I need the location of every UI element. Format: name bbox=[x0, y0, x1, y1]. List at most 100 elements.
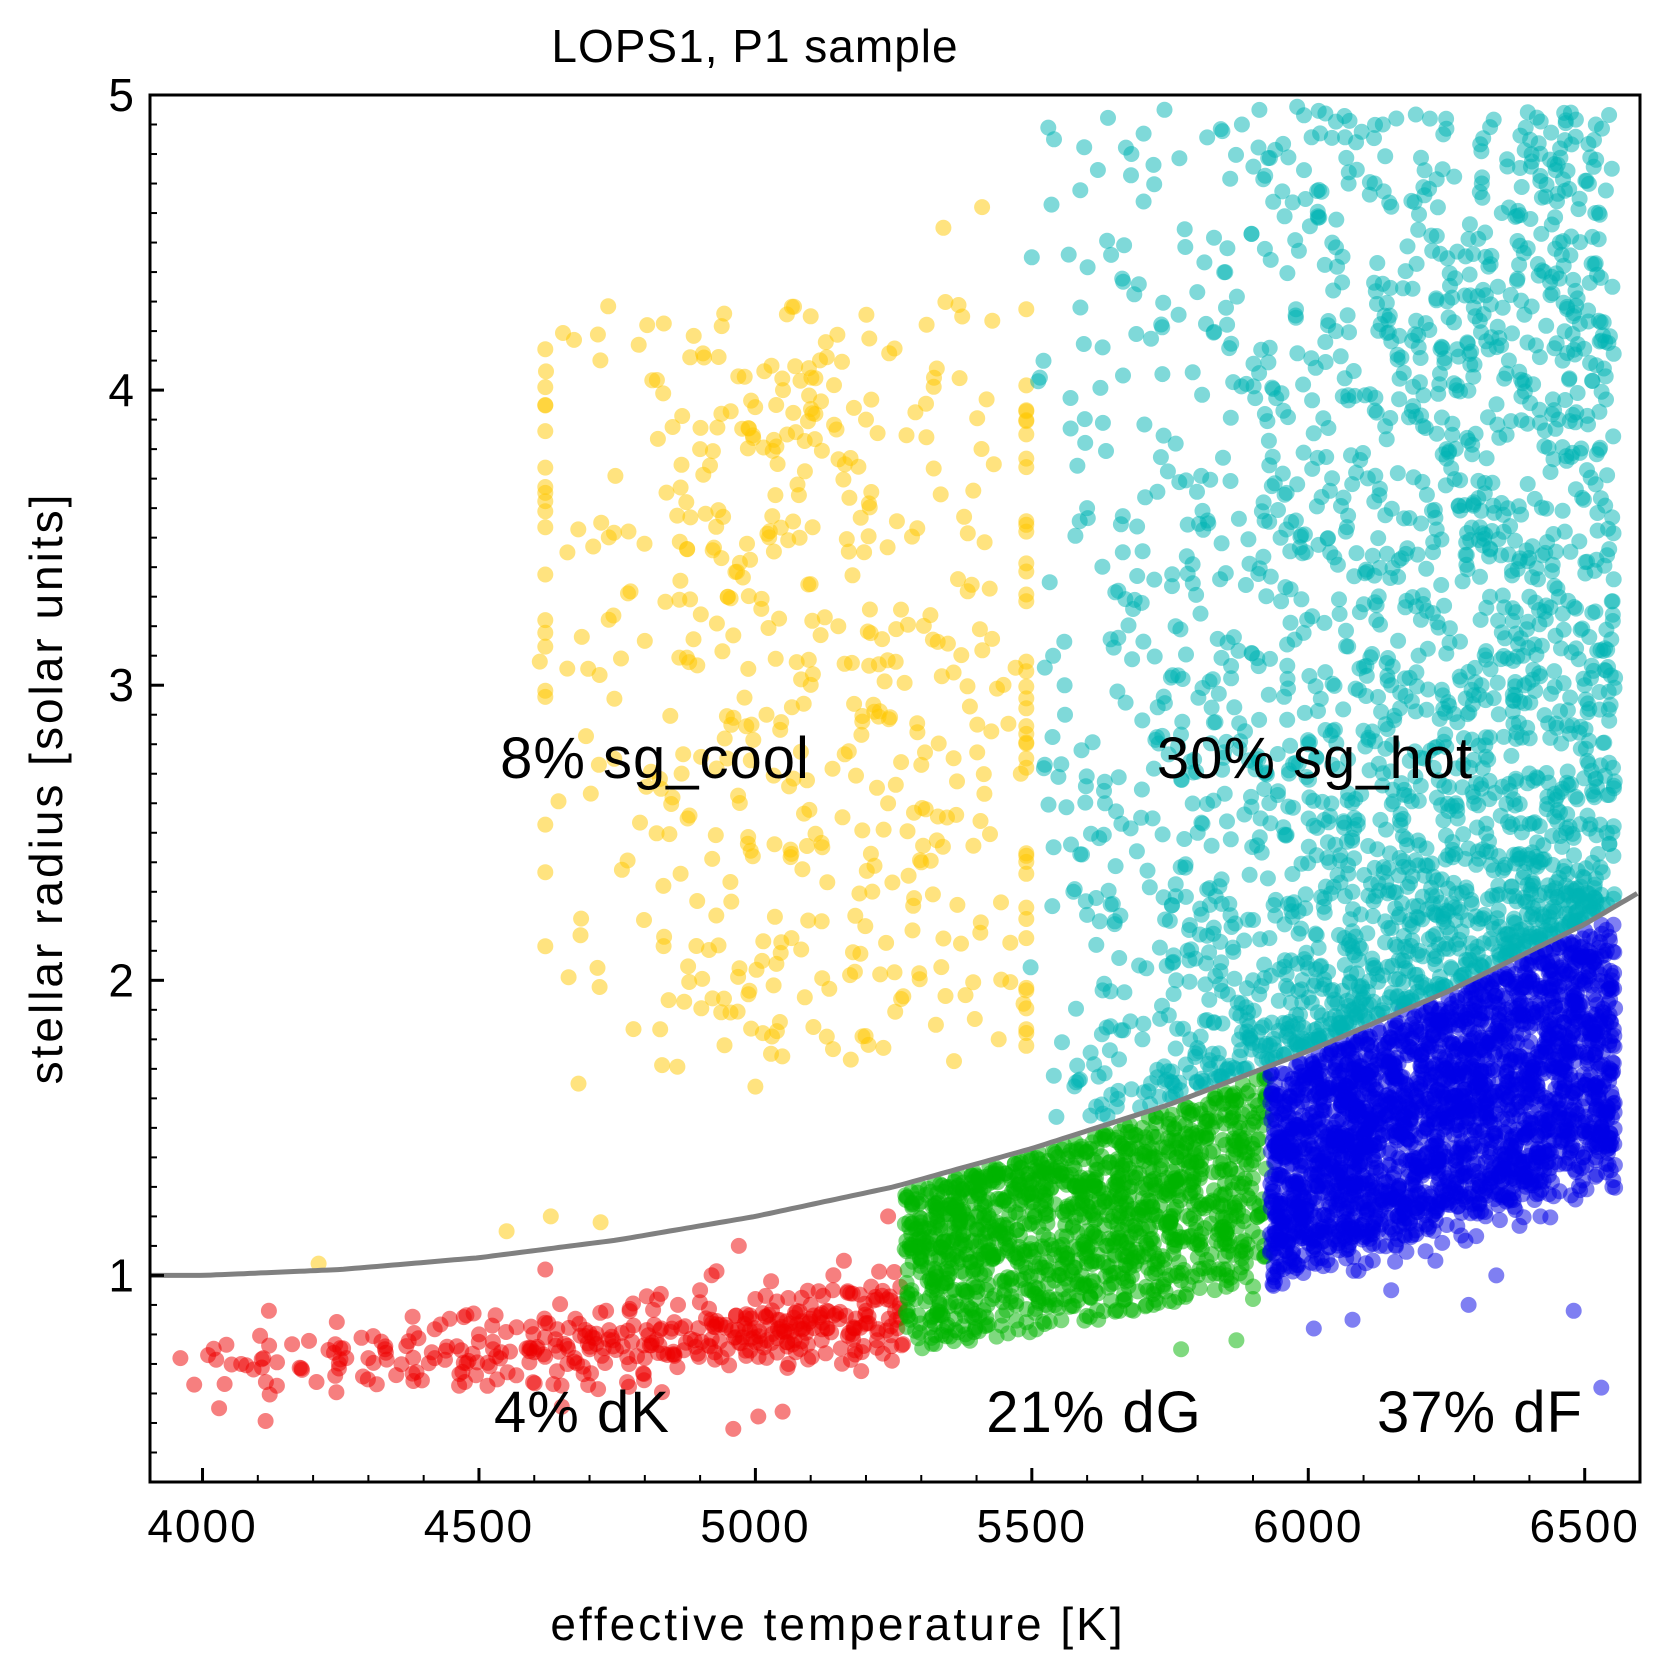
data-point-sg-cool bbox=[893, 754, 910, 771]
data-point-dF bbox=[1466, 1102, 1482, 1119]
data-point-dF bbox=[1448, 1150, 1465, 1166]
data-point-dK bbox=[233, 1356, 250, 1372]
data-point-dK bbox=[172, 1350, 189, 1367]
data-point-dK bbox=[301, 1332, 317, 1349]
data-point-dK bbox=[479, 1354, 496, 1371]
data-point-dF bbox=[1571, 947, 1588, 964]
data-point-dG bbox=[1231, 1114, 1248, 1130]
data-point-dG bbox=[1051, 1267, 1068, 1284]
data-point-sg-cool bbox=[904, 528, 920, 545]
data-point-dK bbox=[426, 1350, 443, 1367]
data-point-dK bbox=[598, 1302, 615, 1319]
data-point-dG bbox=[1040, 1165, 1057, 1182]
data-point-dF bbox=[1418, 1032, 1435, 1049]
data-point-sg-cool bbox=[537, 938, 554, 955]
data-point-sg-cool bbox=[680, 958, 697, 975]
data-point-dF bbox=[1336, 1067, 1353, 1084]
data-point-dF bbox=[1408, 1199, 1425, 1216]
data-point-dF bbox=[1471, 1089, 1488, 1106]
data-point-sg-cool bbox=[990, 1031, 1007, 1048]
data-point-sg-cool bbox=[694, 970, 711, 987]
data-point-dK bbox=[653, 1320, 670, 1337]
data-point-dK bbox=[880, 1208, 897, 1225]
data-point-dG bbox=[922, 1249, 939, 1266]
data-point-sg-cool bbox=[682, 591, 699, 608]
data-point-sg-cool bbox=[769, 456, 786, 472]
data-point-dF bbox=[1532, 1208, 1549, 1225]
data-point-sg-cool bbox=[853, 726, 870, 743]
data-point-dK bbox=[575, 1366, 592, 1383]
data-point-dK bbox=[703, 1331, 720, 1347]
data-point-dF bbox=[1549, 1031, 1566, 1048]
data-point-sg-cool bbox=[783, 699, 800, 716]
data-point-sg-cool bbox=[537, 459, 554, 476]
data-point-sg-cool bbox=[685, 631, 702, 648]
data-point-dF bbox=[1580, 962, 1597, 979]
data-point-sg-cool bbox=[649, 430, 666, 447]
data-point-sg-cool bbox=[758, 706, 775, 723]
data-point-dF bbox=[1471, 1163, 1487, 1180]
data-point-dK bbox=[706, 1351, 723, 1368]
data-point-sg-hot bbox=[1098, 443, 1114, 459]
data-point-dF bbox=[1261, 1244, 1278, 1261]
data-point-sg-cool bbox=[713, 405, 730, 422]
data-point-dK bbox=[360, 1350, 377, 1367]
data-point-dG bbox=[1053, 1312, 1070, 1329]
data-point-dG bbox=[1123, 1252, 1140, 1269]
data-point-sg-cool bbox=[949, 896, 966, 913]
data-point-dF bbox=[1602, 962, 1619, 979]
data-point-sg-cool bbox=[845, 399, 862, 416]
data-point-dG bbox=[1047, 1146, 1064, 1162]
data-point-dG bbox=[1012, 1182, 1029, 1199]
data-point-dK bbox=[353, 1329, 370, 1346]
data-point-sg-cool bbox=[818, 1028, 835, 1045]
data-point-sg-cool bbox=[725, 627, 742, 644]
data-point-sg-cool bbox=[888, 513, 905, 530]
data-point-dG bbox=[959, 1246, 976, 1263]
data-point-dG bbox=[1090, 1285, 1106, 1302]
data-point-dF bbox=[1491, 1212, 1508, 1229]
data-point-dG bbox=[1057, 1250, 1074, 1267]
data-point-dG bbox=[1013, 1160, 1030, 1177]
data-point-dK bbox=[792, 1341, 809, 1358]
data-point-dG bbox=[977, 1318, 994, 1335]
data-point-sg-cool bbox=[1018, 1021, 1035, 1038]
data-point-sg-cool bbox=[660, 992, 677, 1009]
data-point-dF bbox=[1545, 1064, 1562, 1081]
data-point-dK bbox=[636, 1350, 653, 1367]
data-point-dF bbox=[1290, 1194, 1307, 1211]
data-point-dF bbox=[1416, 1184, 1433, 1201]
data-point-sg-cool bbox=[654, 1057, 671, 1074]
data-point-sg-cool bbox=[559, 660, 576, 677]
data-point-sg-cool bbox=[1018, 725, 1035, 742]
data-point-sg-cool bbox=[589, 326, 606, 343]
data-point-dF bbox=[1387, 1062, 1404, 1079]
data-point-dK bbox=[498, 1324, 515, 1340]
data-point-dG bbox=[1116, 1286, 1133, 1303]
data-point-sg-cool bbox=[858, 306, 875, 323]
data-point-sg-cool bbox=[766, 836, 783, 853]
data-point-sg-cool bbox=[969, 410, 986, 427]
data-point-sg-cool bbox=[959, 678, 976, 695]
data-point-dF bbox=[1439, 1113, 1455, 1130]
data-point-dK bbox=[614, 1338, 631, 1355]
data-point-dK bbox=[769, 1311, 786, 1328]
data-point-dF bbox=[1327, 1164, 1344, 1181]
data-point-sg-cool bbox=[1018, 402, 1035, 419]
data-point-dF bbox=[1444, 1075, 1460, 1092]
data-point-dF bbox=[1277, 1233, 1294, 1250]
data-point-sg-cool bbox=[607, 467, 624, 484]
data-point-sg-cool bbox=[957, 987, 974, 1004]
data-point-dK bbox=[750, 1408, 767, 1425]
data-point-sg-cool bbox=[644, 372, 661, 389]
data-point-sg-cool bbox=[866, 857, 883, 874]
data-point-sg-cool bbox=[773, 934, 790, 951]
data-point-sg-cool bbox=[982, 826, 998, 843]
data-point-dK bbox=[525, 1326, 542, 1343]
data-point-dG bbox=[970, 1187, 987, 1204]
data-point-sg-cool bbox=[875, 821, 892, 838]
data-point-dF bbox=[1561, 1107, 1578, 1124]
data-point-dK bbox=[725, 1420, 742, 1437]
data-point-sg-cool bbox=[995, 676, 1012, 693]
data-point-dG bbox=[939, 1206, 956, 1222]
